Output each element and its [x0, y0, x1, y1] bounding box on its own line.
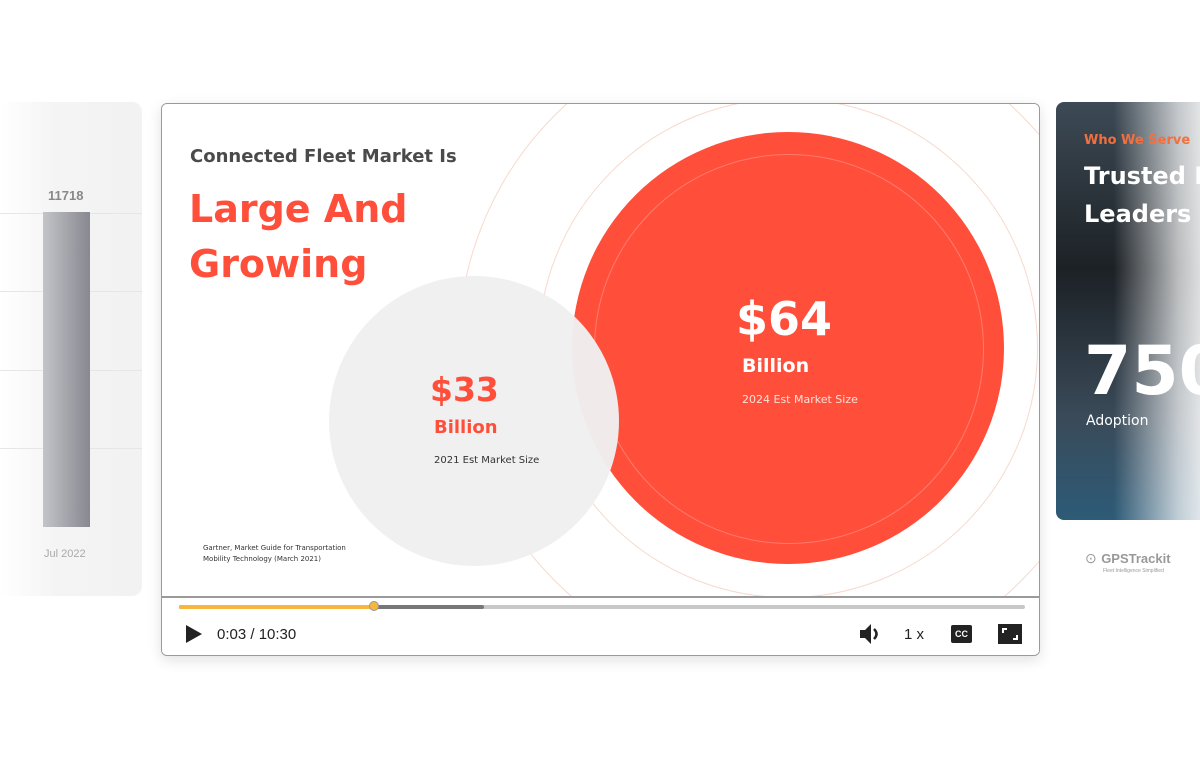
seek-bar[interactable]	[179, 601, 1025, 611]
citation: Gartner, Market Guide for Transportation…	[203, 543, 346, 565]
closed-captions-icon[interactable]: CC	[951, 625, 972, 643]
logo-tagline: Fleet Intelligence Simplified	[1103, 568, 1164, 574]
citation-line1: Gartner, Market Guide for Transportation	[203, 544, 346, 552]
bar-value-label: 11718	[48, 188, 84, 203]
title-line2: Growing	[189, 242, 368, 286]
player-controls: 0:03 / 10:30 1 x CC	[162, 598, 1039, 655]
previous-slide-card[interactable]: 11718 Jul 2022	[0, 102, 142, 596]
time-display: 0:03 / 10:30	[217, 626, 297, 643]
playback-speed-button[interactable]: 1 x	[904, 626, 925, 643]
slide-title: Large And Growing	[189, 182, 407, 292]
fullscreen-icon[interactable]	[998, 624, 1022, 644]
stat-label: Adoption	[1086, 413, 1149, 429]
title-line2: Leaders W	[1084, 200, 1200, 228]
seek-handle[interactable]	[368, 601, 379, 611]
value-2024: $64	[736, 292, 833, 346]
play-icon[interactable]	[186, 625, 202, 643]
slide-subtitle: Connected Fleet Market Is	[190, 146, 457, 167]
logo-text: GPSTrackit	[1101, 551, 1171, 566]
circle-2021	[329, 276, 619, 566]
caption-2021: 2021 Est Market Size	[434, 455, 540, 466]
value-2021: $33	[430, 370, 499, 409]
next-slide-card[interactable]: Who We Serve Trusted B Leaders W 750 Ado…	[1056, 102, 1200, 520]
citation-line2: Mobility Technology (March 2021)	[203, 555, 321, 563]
stat: 750	[1084, 332, 1200, 411]
decorative-ring	[594, 154, 984, 544]
volume-icon[interactable]	[860, 624, 882, 644]
fade-overlay	[1056, 102, 1200, 520]
eyebrow: Who We Serve	[1084, 133, 1191, 148]
bar	[43, 212, 90, 527]
caption-2024: 2024 Est Market Size	[742, 393, 858, 406]
map-pin-icon: ⊙	[1085, 550, 1097, 566]
video-frame[interactable]: Connected Fleet Market Is Large And Grow…	[162, 104, 1039, 598]
unit-2024: Billion	[742, 355, 810, 377]
bar-x-label: Jul 2022	[44, 548, 86, 560]
title-line1: Large And	[189, 187, 408, 231]
gpstrackit-logo: ⊙ GPSTrackit Fleet Intelligence Simplifi…	[1085, 550, 1171, 574]
title-line1: Trusted B	[1084, 162, 1200, 190]
video-player[interactable]: Connected Fleet Market Is Large And Grow…	[161, 103, 1040, 656]
unit-2021: Billion	[434, 417, 498, 438]
played-bar	[179, 605, 374, 609]
